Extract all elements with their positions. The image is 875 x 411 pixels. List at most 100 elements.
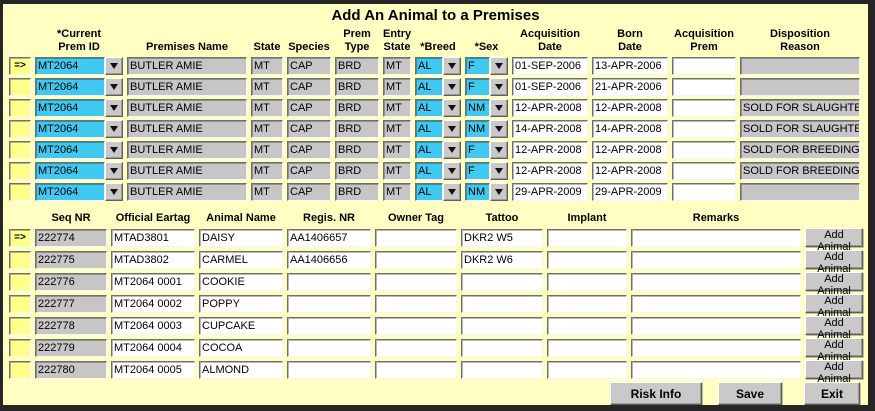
breed-dropdown-button[interactable] bbox=[443, 99, 461, 117]
acquisition-prem-field[interactable] bbox=[672, 183, 736, 201]
prem-id-field[interactable]: MT2064 bbox=[35, 57, 105, 75]
sex-field[interactable]: F bbox=[465, 78, 490, 96]
born-date-field[interactable]: 14-APR-2008 bbox=[592, 120, 668, 138]
owner-tag-field[interactable] bbox=[375, 272, 457, 291]
born-date-field[interactable]: 13-APR-2006 bbox=[592, 57, 668, 75]
remarks-field[interactable] bbox=[631, 316, 801, 335]
breed-dropdown-button[interactable] bbox=[443, 183, 461, 201]
sex-field[interactable]: F bbox=[465, 57, 490, 75]
prem-id-dropdown-button[interactable] bbox=[105, 183, 123, 201]
acquisition-prem-field[interactable] bbox=[672, 120, 736, 138]
remarks-field[interactable] bbox=[631, 360, 801, 379]
prem-id-dropdown-button[interactable] bbox=[105, 78, 123, 96]
sex-field[interactable]: F bbox=[465, 141, 490, 159]
owner-tag-field[interactable] bbox=[375, 250, 457, 269]
sex-dropdown-button[interactable] bbox=[490, 57, 508, 75]
breed-field[interactable]: AL bbox=[415, 99, 443, 117]
breed-dropdown-button[interactable] bbox=[443, 120, 461, 138]
sex-field[interactable]: NM bbox=[465, 99, 490, 117]
animal-name-field[interactable]: CUPCAKE bbox=[199, 316, 283, 335]
born-date-field[interactable]: 29-APR-2009 bbox=[592, 183, 668, 201]
sex-dropdown-button[interactable] bbox=[490, 78, 508, 96]
implant-field[interactable] bbox=[547, 316, 627, 335]
row-indicator[interactable] bbox=[9, 78, 31, 96]
save-button[interactable]: Save bbox=[718, 382, 782, 405]
regis-nr-field[interactable]: AA1406656 bbox=[287, 250, 371, 269]
row-indicator[interactable] bbox=[9, 183, 31, 201]
sex-field[interactable]: NM bbox=[465, 120, 490, 138]
prem-id-field[interactable]: MT2064 bbox=[35, 183, 105, 201]
acquisition-date-field[interactable]: 01-SEP-2006 bbox=[512, 57, 588, 75]
remarks-field[interactable] bbox=[631, 338, 801, 357]
acquisition-date-field[interactable]: 12-APR-2008 bbox=[512, 141, 588, 159]
tattoo-field[interactable] bbox=[461, 294, 543, 313]
remarks-field[interactable] bbox=[631, 272, 801, 291]
breed-field[interactable]: AL bbox=[415, 183, 443, 201]
acquisition-date-field[interactable]: 12-APR-2008 bbox=[512, 99, 588, 117]
row-indicator[interactable] bbox=[9, 99, 31, 117]
acquisition-prem-field[interactable] bbox=[672, 162, 736, 180]
tattoo-field[interactable] bbox=[461, 360, 543, 379]
breed-dropdown-button[interactable] bbox=[443, 78, 461, 96]
add-animal-button[interactable]: Add Animal bbox=[805, 228, 863, 253]
prem-id-dropdown-button[interactable] bbox=[105, 57, 123, 75]
row-indicator[interactable]: => bbox=[9, 228, 31, 247]
breed-field[interactable]: AL bbox=[415, 162, 443, 180]
prem-id-field[interactable]: MT2064 bbox=[35, 120, 105, 138]
exit-button[interactable]: Exit bbox=[804, 382, 860, 405]
official-eartag-field[interactable]: MT2064 0002 bbox=[111, 294, 195, 313]
implant-field[interactable] bbox=[547, 250, 627, 269]
breed-field[interactable]: AL bbox=[415, 78, 443, 96]
acquisition-prem-field[interactable] bbox=[672, 141, 736, 159]
born-date-field[interactable]: 12-APR-2008 bbox=[592, 99, 668, 117]
sex-dropdown-button[interactable] bbox=[490, 183, 508, 201]
acquisition-date-field[interactable]: 01-SEP-2006 bbox=[512, 78, 588, 96]
sex-field[interactable]: F bbox=[465, 162, 490, 180]
implant-field[interactable] bbox=[547, 338, 627, 357]
row-indicator[interactable] bbox=[9, 316, 31, 335]
prem-id-dropdown-button[interactable] bbox=[105, 120, 123, 138]
row-indicator[interactable] bbox=[9, 272, 31, 291]
official-eartag-field[interactable]: MTAD3802 bbox=[111, 250, 195, 269]
animal-name-field[interactable]: POPPY bbox=[199, 294, 283, 313]
sex-dropdown-button[interactable] bbox=[490, 162, 508, 180]
regis-nr-field[interactable]: AA1406657 bbox=[287, 228, 371, 247]
acquisition-prem-field[interactable] bbox=[672, 78, 736, 96]
official-eartag-field[interactable]: MT2064 0004 bbox=[111, 338, 195, 357]
owner-tag-field[interactable] bbox=[375, 316, 457, 335]
born-date-field[interactable]: 12-APR-2008 bbox=[592, 141, 668, 159]
add-animal-button[interactable]: Add Animal bbox=[805, 316, 863, 341]
official-eartag-field[interactable]: MT2064 0003 bbox=[111, 316, 195, 335]
prem-id-field[interactable]: MT2064 bbox=[35, 78, 105, 96]
acquisition-date-field[interactable]: 14-APR-2008 bbox=[512, 120, 588, 138]
acquisition-date-field[interactable]: 29-APR-2009 bbox=[512, 183, 588, 201]
add-animal-button[interactable]: Add Animal bbox=[805, 272, 863, 297]
implant-field[interactable] bbox=[547, 272, 627, 291]
acquisition-prem-field[interactable] bbox=[672, 57, 736, 75]
regis-nr-field[interactable] bbox=[287, 294, 371, 313]
prem-id-dropdown-button[interactable] bbox=[105, 141, 123, 159]
prem-id-dropdown-button[interactable] bbox=[105, 99, 123, 117]
implant-field[interactable] bbox=[547, 360, 627, 379]
tattoo-field[interactable] bbox=[461, 316, 543, 335]
breed-dropdown-button[interactable] bbox=[443, 141, 461, 159]
remarks-field[interactable] bbox=[631, 250, 801, 269]
owner-tag-field[interactable] bbox=[375, 360, 457, 379]
tattoo-field[interactable] bbox=[461, 272, 543, 291]
regis-nr-field[interactable] bbox=[287, 360, 371, 379]
regis-nr-field[interactable] bbox=[287, 316, 371, 335]
animal-name-field[interactable]: ALMOND bbox=[199, 360, 283, 379]
official-eartag-field[interactable]: MT2064 0005 bbox=[111, 360, 195, 379]
implant-field[interactable] bbox=[547, 228, 627, 247]
sex-field[interactable]: NM bbox=[465, 183, 490, 201]
risk-info-button[interactable]: Risk Info bbox=[610, 382, 702, 405]
official-eartag-field[interactable]: MTAD3801 bbox=[111, 228, 195, 247]
row-indicator[interactable] bbox=[9, 250, 31, 269]
add-animal-button[interactable]: Add Animal bbox=[805, 294, 863, 319]
row-indicator[interactable] bbox=[9, 338, 31, 357]
sex-dropdown-button[interactable] bbox=[490, 120, 508, 138]
remarks-field[interactable] bbox=[631, 228, 801, 247]
breed-field[interactable]: AL bbox=[415, 57, 443, 75]
breed-dropdown-button[interactable] bbox=[443, 57, 461, 75]
born-date-field[interactable]: 21-APR-2006 bbox=[592, 78, 668, 96]
